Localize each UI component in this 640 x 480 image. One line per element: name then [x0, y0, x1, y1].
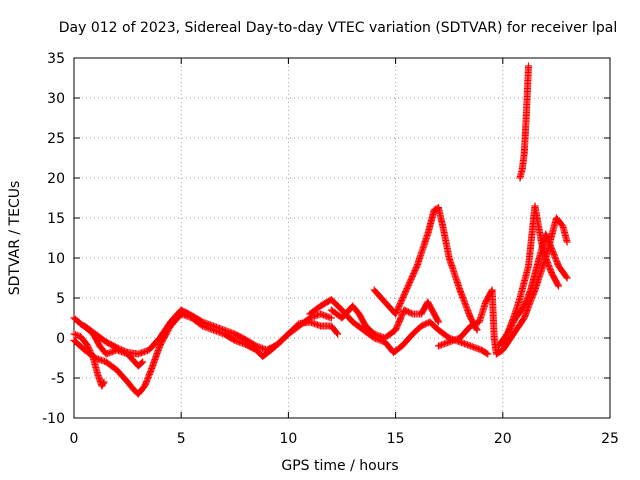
data-markers — [81, 306, 342, 358]
data-markers — [516, 62, 532, 182]
series-arc-6 — [327, 298, 442, 342]
x-tick-labels: 0 5 10 15 20 25 — [70, 431, 619, 447]
x-tick-label: 10 — [279, 431, 297, 447]
x-tick-label: 20 — [494, 431, 512, 447]
x-axis-label: GPS time / hours — [281, 458, 398, 474]
series-arc-10 — [499, 202, 562, 350]
series-arc-4 — [81, 306, 342, 358]
x-tick-label: 0 — [70, 431, 79, 447]
data-points — [70, 62, 571, 398]
data-markers — [370, 204, 481, 334]
y-tick-label: 5 — [56, 291, 65, 307]
data-markers — [327, 298, 442, 342]
x-tick-label: 15 — [387, 431, 405, 447]
chart-title: Day 012 of 2023, Sidereal Day-to-day VTE… — [59, 20, 617, 36]
grid — [74, 58, 610, 418]
y-tick-label: -10 — [42, 411, 65, 427]
y-tick-label: 20 — [47, 171, 65, 187]
y-tick-label: 25 — [47, 131, 65, 147]
y-tick-label: 15 — [47, 211, 65, 227]
y-tick-label: -5 — [51, 371, 65, 387]
y-tick-label: 35 — [47, 51, 65, 67]
plot-frame — [73, 57, 611, 419]
series-arc-11 — [516, 62, 532, 182]
x-tick-label: 5 — [177, 431, 186, 447]
data-markers — [499, 202, 562, 350]
x-tick-label: 25 — [601, 431, 619, 447]
y-tick-labels: -10 -5 0 5 10 15 20 25 30 35 — [42, 51, 65, 427]
y-tick-label: 10 — [47, 251, 65, 267]
series-arc-7 — [370, 204, 481, 334]
y-tick-label: 30 — [47, 91, 65, 107]
y-axis-label: SDTVAR / TECUs — [7, 181, 23, 296]
y-tick-label: 0 — [56, 331, 65, 347]
